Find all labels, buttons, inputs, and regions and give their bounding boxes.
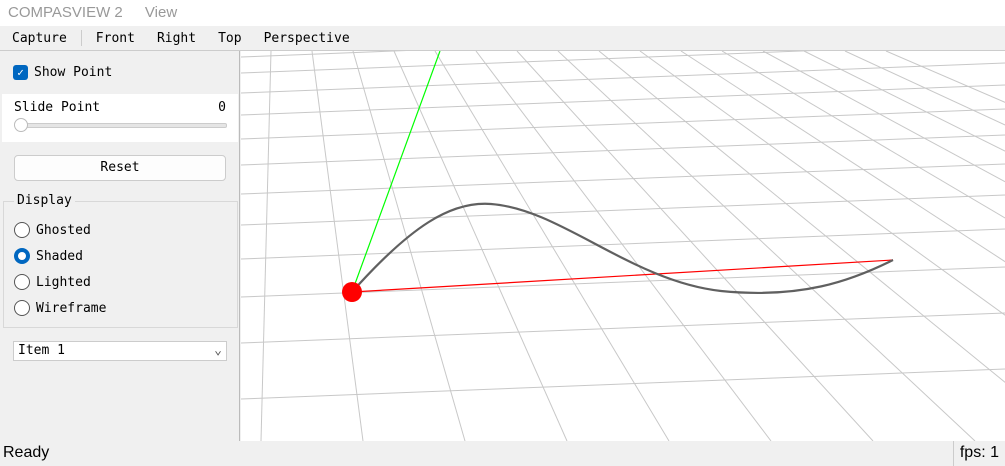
grid-line bbox=[241, 51, 407, 58]
front-view-button[interactable]: Front bbox=[95, 30, 135, 46]
slide-point-value: 0 bbox=[218, 100, 226, 115]
point-marker bbox=[342, 282, 362, 302]
grid-line bbox=[241, 163, 1005, 195]
y-axis-line bbox=[351, 51, 441, 293]
slider-thumb[interactable] bbox=[14, 118, 28, 132]
side-panel: ✓ Show Point Slide Point 0 Reset Display… bbox=[0, 51, 240, 441]
slide-point-control: Slide Point 0 bbox=[2, 94, 238, 142]
radio-label: Ghosted bbox=[36, 222, 91, 238]
grid-line bbox=[762, 51, 1005, 183]
grid-line bbox=[241, 62, 1005, 94]
radio-label: Wireframe bbox=[36, 300, 107, 316]
radio-icon bbox=[14, 300, 30, 316]
radio-icon bbox=[14, 274, 30, 290]
curve bbox=[351, 202, 894, 295]
grid-line bbox=[475, 51, 772, 441]
grid-line bbox=[803, 51, 1005, 152]
radio-label: Shaded bbox=[36, 248, 83, 264]
viewport-canvas[interactable] bbox=[241, 51, 1005, 441]
toolbar: Capture Front Right Top Perspective bbox=[0, 26, 1005, 51]
capture-button[interactable]: Capture bbox=[12, 30, 67, 46]
grid-line bbox=[241, 368, 1005, 400]
grid-line bbox=[241, 312, 1005, 344]
grid-line bbox=[352, 51, 466, 441]
grid-line bbox=[516, 51, 874, 441]
grid-line bbox=[598, 51, 1005, 383]
menu-view[interactable]: View bbox=[144, 4, 178, 21]
show-point-checkbox[interactable]: ✓ Show Point bbox=[13, 65, 112, 80]
fps-counter: fps: 1 bbox=[952, 441, 1005, 466]
radio-selected-icon bbox=[14, 248, 30, 264]
toolbar-separator bbox=[80, 30, 82, 46]
x-axis-line bbox=[351, 259, 894, 293]
status-text: Ready bbox=[3, 444, 50, 461]
radio-icon bbox=[14, 222, 30, 238]
radio-shaded[interactable]: Shaded bbox=[14, 248, 83, 264]
slide-point-label: Slide Point bbox=[14, 100, 101, 115]
chevron-down-icon: ⌄ bbox=[214, 343, 222, 358]
checkmark-icon: ✓ bbox=[13, 65, 28, 80]
show-point-label: Show Point bbox=[34, 65, 113, 80]
grid-line bbox=[260, 51, 272, 441]
radio-lighted[interactable]: Lighted bbox=[14, 274, 91, 290]
grid-line bbox=[680, 51, 1005, 263]
title-bar: COMPASVIEW 2 View bbox=[0, 0, 1005, 26]
grid-line bbox=[393, 51, 568, 441]
grid-line bbox=[311, 51, 364, 441]
grid-line bbox=[721, 51, 1005, 219]
grid-line bbox=[241, 51, 815, 74]
app-title: COMPASVIEW 2 bbox=[8, 4, 123, 21]
top-view-button[interactable]: Top bbox=[218, 30, 242, 46]
grid-line bbox=[241, 84, 1005, 116]
grid-line bbox=[241, 194, 1005, 226]
radio-label: Lighted bbox=[36, 274, 91, 290]
reset-button[interactable]: Reset bbox=[14, 155, 226, 181]
right-view-button[interactable]: Right bbox=[156, 30, 197, 46]
grid-line bbox=[241, 228, 1005, 260]
slider-track[interactable] bbox=[16, 123, 227, 128]
grid-line bbox=[557, 51, 976, 441]
grid-line bbox=[844, 51, 1005, 126]
grid-line bbox=[639, 51, 1005, 316]
radio-ghosted[interactable]: Ghosted bbox=[14, 222, 91, 238]
item-combobox[interactable]: Item 1 ⌄ bbox=[13, 341, 227, 361]
grid-line bbox=[241, 108, 1005, 140]
3d-viewport[interactable] bbox=[241, 51, 1005, 441]
radio-wireframe[interactable]: Wireframe bbox=[14, 300, 106, 316]
display-group: Display Ghosted Shaded Lighted Wireframe bbox=[3, 193, 238, 328]
perspective-view-button[interactable]: Perspective bbox=[263, 30, 350, 46]
grid-line bbox=[434, 51, 670, 441]
grid-line bbox=[241, 266, 1005, 298]
display-group-title: Display bbox=[14, 193, 75, 208]
combo-value: Item 1 bbox=[18, 343, 65, 358]
status-bar: Ready fps: 1 bbox=[0, 441, 1005, 466]
grid-line bbox=[241, 134, 1005, 166]
